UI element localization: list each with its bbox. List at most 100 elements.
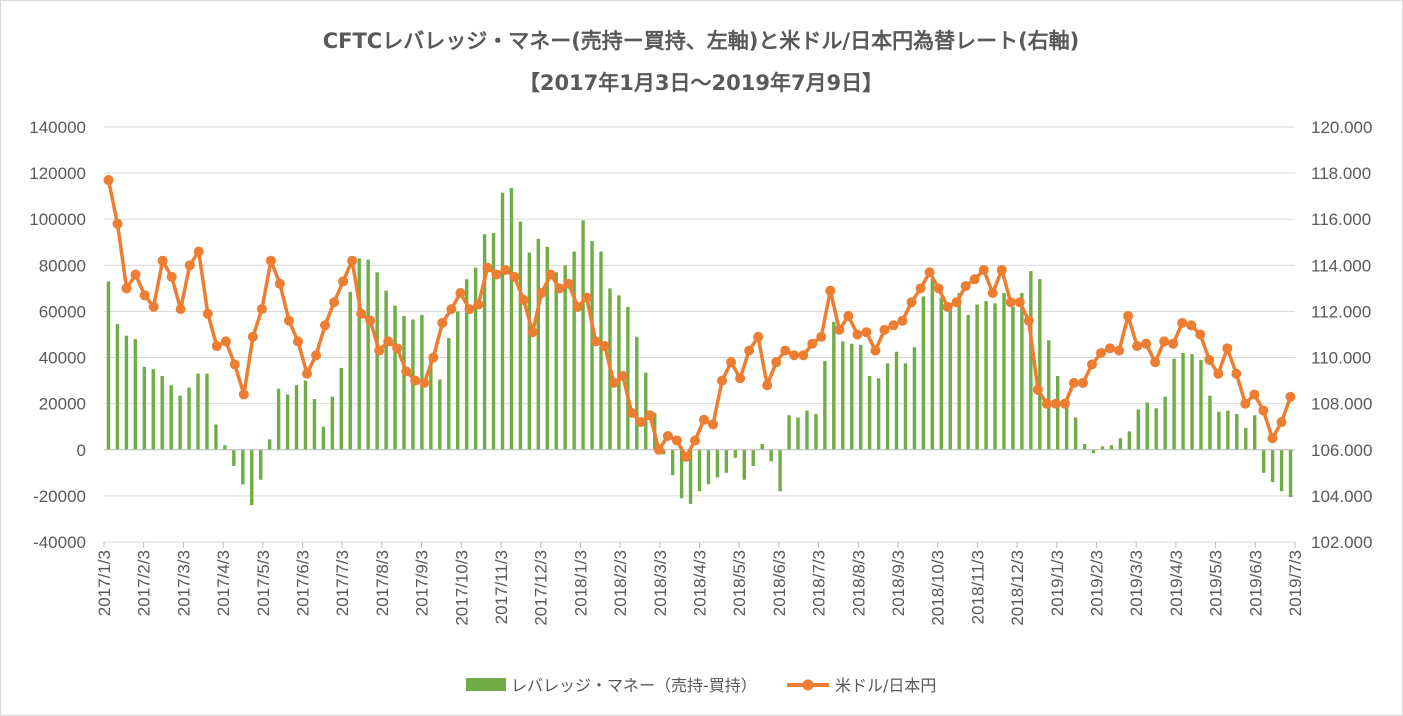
bar: [1208, 395, 1212, 450]
bar: [241, 449, 245, 485]
x-tick-label: 2017/3/3: [174, 550, 193, 616]
bar: [1020, 293, 1024, 450]
x-tick-label: 2017/7/3: [333, 550, 352, 616]
fx-point: [1041, 398, 1052, 409]
bar: [850, 343, 854, 450]
bar: [626, 306, 630, 450]
fx-point: [202, 308, 213, 319]
fx-point: [807, 338, 818, 349]
bar: [1199, 359, 1203, 450]
bar: [1226, 410, 1230, 450]
bar: [1082, 444, 1087, 450]
fx-point: [771, 357, 782, 368]
bar: [1253, 415, 1257, 450]
fx-point: [689, 435, 700, 446]
bar: [429, 357, 433, 450]
fx-point: [744, 345, 755, 356]
right-tick-label: 112.000: [1311, 302, 1371, 321]
fx-point: [1258, 405, 1269, 416]
bar: [1172, 358, 1176, 450]
bar: [715, 449, 720, 478]
bar: [948, 303, 952, 450]
fx-point: [1077, 377, 1088, 388]
x-tick-label: 2017/5/3: [254, 550, 273, 616]
x-tick-label: 2019/3/3: [1127, 550, 1146, 616]
x-tick-label: 2018/8/3: [849, 550, 868, 616]
bar: [572, 251, 576, 450]
fx-point: [1059, 398, 1070, 409]
bar: [957, 293, 961, 450]
legend-line-label: 米ドル/日本円: [835, 676, 936, 695]
fx-point: [1204, 354, 1215, 365]
bar: [375, 272, 379, 450]
fx-point: [545, 269, 556, 280]
fx-point: [1096, 347, 1107, 358]
fx-point: [292, 336, 303, 347]
bar: [1118, 438, 1123, 450]
bar: [993, 303, 997, 450]
left-tick-label: 20000: [39, 395, 86, 414]
x-tick-label: 2018/9/3: [889, 550, 908, 616]
fx-point: [1005, 297, 1016, 308]
bar: [402, 316, 406, 450]
fx-point: [419, 377, 430, 388]
bar: [697, 449, 702, 492]
fx-point: [1186, 320, 1197, 331]
x-tick-label: 2018/6/3: [770, 550, 789, 616]
fx-point: [834, 324, 845, 335]
bar: [841, 341, 845, 450]
fx-point: [1168, 338, 1179, 349]
bar: [832, 321, 836, 450]
fx-point: [978, 264, 989, 275]
bar: [447, 337, 451, 450]
fx-point: [274, 278, 285, 289]
bar: [223, 445, 227, 450]
bar: [1261, 449, 1266, 473]
fx-point: [960, 281, 971, 292]
right-tick-label: 118.000: [1311, 164, 1371, 183]
fx-point: [302, 368, 313, 379]
x-tick-label: 2018/3/3: [651, 550, 670, 616]
bar: [473, 267, 478, 450]
fx-point: [915, 283, 926, 294]
fx-point: [220, 336, 231, 347]
fx-point: [347, 255, 358, 266]
x-tick-label: 2018/10/3: [929, 550, 948, 626]
fx-point: [1150, 357, 1161, 368]
fx-point: [680, 451, 691, 462]
bar: [769, 449, 773, 462]
x-tick-label: 2019/4/3: [1167, 550, 1186, 616]
x-tick-label: 2017/11/3: [492, 550, 511, 624]
fx-point: [238, 389, 249, 400]
fx-point: [1050, 398, 1061, 409]
bar: [1217, 411, 1221, 450]
fx-point: [383, 336, 394, 347]
bar: [823, 361, 827, 450]
fx-point: [410, 375, 421, 386]
left-tick-label: 120000: [29, 164, 86, 183]
legend: レバレッジ・マネー（売持-買持） 米ドル/日本円: [466, 676, 936, 695]
fx-point: [518, 294, 529, 305]
fx-point: [798, 350, 809, 361]
fx-point: [933, 283, 944, 294]
bar: [384, 290, 388, 450]
fx-point: [1123, 311, 1134, 322]
x-tick-label: 2018/1/3: [571, 550, 590, 616]
x-tick-label: 2017/12/3: [532, 550, 551, 626]
bar: [590, 241, 594, 450]
fx-point: [229, 359, 240, 370]
bar: [787, 415, 791, 450]
bar: [1038, 279, 1042, 450]
fx-point: [1132, 341, 1143, 352]
fx-point: [473, 299, 484, 310]
fx-point: [671, 435, 682, 446]
fx-point: [735, 373, 746, 384]
x-tick-label: 2019/5/3: [1207, 550, 1226, 616]
fx-point: [130, 269, 141, 280]
bar: [1073, 417, 1078, 450]
x-tick-label: 2018/12/3: [1008, 550, 1027, 626]
bar: [1091, 449, 1096, 454]
bar: [393, 305, 397, 450]
bar: [894, 351, 899, 450]
